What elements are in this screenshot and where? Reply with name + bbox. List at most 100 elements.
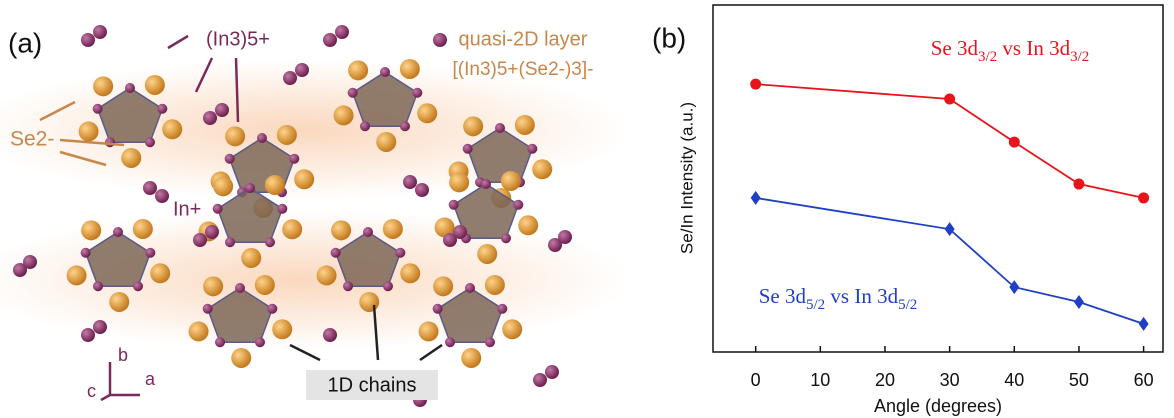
x-tick-label: 50 xyxy=(1069,370,1089,390)
se-atom xyxy=(449,172,469,192)
in-atom xyxy=(145,248,155,258)
se-atom xyxy=(331,220,351,240)
in-atom xyxy=(383,281,393,291)
se-atom xyxy=(485,275,505,295)
legend-label: Se 3d3/2 vs In 3d3/2 xyxy=(931,36,1090,66)
in-atom xyxy=(331,248,341,258)
axis-b: b xyxy=(118,345,128,365)
in-ion xyxy=(323,33,337,47)
in-atom xyxy=(277,204,287,214)
in-ion xyxy=(415,183,429,197)
in-ion xyxy=(433,33,447,47)
in-atom xyxy=(513,200,523,210)
se-atom xyxy=(109,292,129,312)
layer-label: quasi-2D layer xyxy=(459,28,588,50)
in-ion xyxy=(205,225,219,239)
marker xyxy=(1138,192,1149,203)
in-atom xyxy=(215,337,225,347)
in-atom xyxy=(213,204,223,214)
in-atom xyxy=(203,304,213,314)
in-atom xyxy=(113,227,123,237)
legend-label: Se 3d5/2 vs In 3d5/2 xyxy=(759,284,918,314)
in-atom xyxy=(433,304,443,314)
in-atom xyxy=(463,144,473,154)
in-atom xyxy=(267,304,277,314)
se-atom xyxy=(213,176,233,196)
se-atom xyxy=(231,348,251,368)
in-atom xyxy=(527,144,537,154)
x-tick-label: 40 xyxy=(1004,370,1024,390)
marker xyxy=(751,191,761,205)
in-atom xyxy=(257,133,267,143)
x-tick-label: 60 xyxy=(1134,370,1154,390)
marker xyxy=(944,94,955,105)
in-ion xyxy=(155,189,169,203)
in-ion xyxy=(335,25,349,39)
in-ion xyxy=(23,255,37,269)
crystal-illustration xyxy=(0,25,630,407)
x-tick-label: 10 xyxy=(810,370,830,390)
in-atom xyxy=(289,154,299,164)
panel-label: (a) xyxy=(8,27,42,58)
in-atom xyxy=(81,248,91,258)
in-ion xyxy=(533,373,547,387)
se-atom xyxy=(265,175,285,195)
marker xyxy=(1074,295,1084,309)
chain-label: 1D chains xyxy=(328,374,417,396)
in-ion xyxy=(81,33,95,47)
in-ion xyxy=(93,25,107,39)
se-atom xyxy=(79,121,99,141)
in-label: In+ xyxy=(173,198,201,220)
se-atom xyxy=(383,219,403,239)
se-atom xyxy=(417,103,437,123)
x-tick-label: 30 xyxy=(940,370,960,390)
in-atom xyxy=(363,227,373,237)
in-ion xyxy=(215,103,229,117)
x-axis-title: Angle (degrees) xyxy=(874,396,1002,416)
in-atom xyxy=(485,337,495,347)
se-atom xyxy=(93,76,113,96)
in-ion xyxy=(403,175,417,189)
marker xyxy=(1009,280,1019,294)
axis-c: c xyxy=(87,381,96,401)
in-ion xyxy=(558,230,572,244)
in-ion xyxy=(143,181,157,195)
in-atom xyxy=(465,283,475,293)
se-atom xyxy=(461,348,481,368)
axis-a: a xyxy=(145,369,156,389)
se-atom xyxy=(121,148,141,168)
se-atom xyxy=(348,60,368,80)
axes-glyph xyxy=(101,362,140,400)
se-atom xyxy=(294,169,314,189)
figure: (a) (In3)5+ quasi-2D layer [(In3)5+(Se2-… xyxy=(0,0,1174,418)
in-atom xyxy=(497,304,507,314)
in-atom xyxy=(245,183,255,193)
se-atom xyxy=(189,321,209,341)
marker xyxy=(1139,317,1149,331)
marker xyxy=(750,79,761,90)
in-atom xyxy=(501,233,511,243)
se-atom xyxy=(477,244,497,264)
marker xyxy=(1073,179,1084,190)
in-atom xyxy=(133,281,143,291)
se-atom xyxy=(433,276,453,296)
in-ion xyxy=(545,365,559,379)
in-atom xyxy=(395,248,405,258)
in-ion xyxy=(323,328,337,342)
se-atom xyxy=(317,265,337,285)
se-atom xyxy=(419,321,439,341)
se-atom xyxy=(162,119,182,139)
in-atom xyxy=(348,88,358,98)
se-atom xyxy=(67,265,87,285)
in-atom xyxy=(343,281,353,291)
se-atom xyxy=(150,263,170,283)
se-atom xyxy=(502,319,522,339)
in-atom xyxy=(225,237,235,247)
se-atom xyxy=(359,292,379,312)
se-atom xyxy=(241,248,261,268)
in-ion xyxy=(283,71,297,85)
in-ion xyxy=(203,111,217,125)
in-atom xyxy=(481,179,491,189)
se-atom xyxy=(277,125,297,145)
in-atom xyxy=(495,123,505,133)
